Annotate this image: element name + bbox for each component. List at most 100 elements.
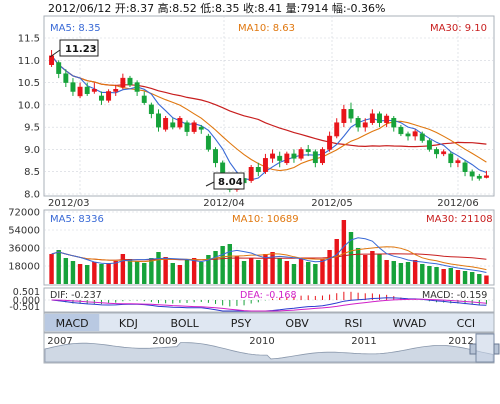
tab-obv[interactable]: OBV — [270, 314, 325, 331]
tab-background — [45, 314, 100, 331]
price-tick-label: 10.0 — [18, 100, 40, 111]
volume-bar — [127, 259, 133, 284]
tab-background — [382, 314, 437, 331]
candle — [127, 75, 133, 88]
candle — [362, 118, 368, 132]
volume-bar — [291, 264, 297, 284]
tab-boll[interactable]: BOLL — [157, 314, 212, 331]
volume-bar — [184, 260, 190, 284]
price-grid — [44, 16, 494, 196]
candle — [305, 144, 311, 157]
candle — [377, 111, 382, 128]
ma10-price-path — [51, 55, 487, 172]
volume-bar — [469, 272, 475, 284]
candle — [469, 169, 475, 181]
date-tick-label: 2012/06 — [437, 198, 479, 209]
candle — [113, 84, 119, 96]
candle — [63, 69, 69, 88]
tab-label: CCI — [457, 317, 476, 330]
volume-bar — [142, 263, 147, 284]
candle — [341, 104, 347, 128]
candle — [248, 165, 254, 183]
volume-bar — [412, 260, 418, 284]
overview-right-handle[interactable] — [493, 343, 500, 355]
candle — [213, 147, 218, 168]
ma5-price-line — [51, 55, 487, 181]
volume-bar — [398, 263, 404, 284]
tab-wvad[interactable]: WVAD — [382, 314, 437, 331]
candle — [384, 113, 390, 128]
candle — [120, 73, 126, 90]
tab-background — [326, 314, 381, 331]
candle — [156, 109, 161, 132]
tab-background — [438, 314, 493, 331]
volume-tick-label: 54000 — [8, 226, 40, 237]
tab-psy[interactable]: PSY — [213, 314, 268, 331]
tab-label: PSY — [231, 317, 252, 330]
ma5-price-path — [51, 55, 487, 181]
date-tick-label: 2012/04 — [203, 198, 245, 209]
candle — [163, 116, 169, 132]
macd-tick-label: -0.501 — [9, 302, 40, 313]
price-tick-label: 10.5 — [18, 78, 40, 89]
volume-tick-label: 18000 — [8, 262, 40, 273]
price-tick-label: 9.0 — [24, 145, 40, 156]
candle — [355, 116, 361, 132]
candle — [398, 124, 404, 137]
date-tick-label: 2012/03 — [48, 198, 90, 209]
candle — [284, 151, 290, 166]
ma5-volume-label: MA5: 8336 — [50, 214, 104, 225]
volume-bar — [420, 264, 425, 284]
volume-bar — [213, 251, 218, 284]
candle — [148, 102, 154, 119]
volume-y-axis: 72000 54000 36000 18000 — [8, 208, 40, 273]
volume-bar — [106, 263, 111, 284]
volume-bar — [405, 262, 411, 284]
candle — [327, 131, 333, 152]
macd-tick-label: 0.000 — [13, 296, 40, 307]
volume-bar — [327, 250, 332, 284]
candle — [441, 149, 447, 157]
tab-macd[interactable]: MACD — [45, 314, 100, 331]
candle — [270, 149, 276, 163]
candle — [99, 91, 104, 105]
ma10-price-label: MA10: 8.63 — [238, 23, 295, 34]
volume-bar — [134, 261, 140, 284]
tab-rsi[interactable]: RSI — [326, 314, 381, 331]
volume-bar — [63, 258, 69, 284]
candle — [419, 131, 425, 143]
ma5-price-label: MA5: 8.35 — [50, 23, 101, 34]
candle — [106, 89, 112, 103]
tab-label: KDJ — [119, 317, 138, 330]
volume-bar — [84, 265, 90, 284]
overview-year-label: 2012 — [448, 336, 473, 347]
candle — [369, 109, 375, 125]
volume-bar — [163, 257, 168, 284]
overview-selection-window[interactable] — [475, 333, 495, 363]
candle — [334, 118, 340, 139]
dea-path — [51, 298, 487, 312]
candle — [298, 147, 304, 161]
volume-bar — [113, 261, 118, 284]
ma10-price-line — [51, 55, 487, 172]
price-tick-label: 11.5 — [18, 34, 40, 45]
tab-kdj[interactable]: KDJ — [101, 314, 156, 331]
overview-year-labels: 2007 2009 2010 2011 2012 — [47, 336, 473, 347]
volume-bar — [77, 264, 83, 284]
ma5-volume-path — [51, 237, 487, 273]
volume-bar — [170, 263, 175, 284]
volume-bar — [462, 271, 468, 284]
volume-bar — [455, 270, 461, 284]
tab-cci[interactable]: CCI — [438, 314, 493, 331]
candle — [405, 131, 411, 141]
overview-left-handle[interactable] — [469, 343, 477, 355]
volume-bar — [99, 264, 104, 284]
volume-bar — [277, 258, 282, 284]
dea-label: DEA: -0.168 — [240, 290, 297, 301]
candle — [312, 149, 318, 168]
candle — [141, 91, 147, 105]
indicator-tabs: MACD KDJ BOLL PSY OBV RSI WVAD CCI — [45, 314, 493, 331]
macd-tick-label: 0.501 — [13, 287, 40, 298]
candle — [191, 120, 197, 134]
volume-bar — [441, 269, 446, 284]
